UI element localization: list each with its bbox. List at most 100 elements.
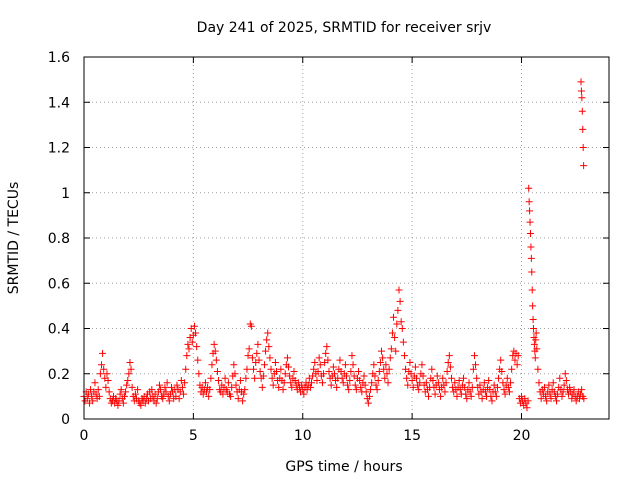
data-point	[275, 383, 283, 391]
y-tick-label: 0.4	[48, 322, 70, 338]
y-tick-label: 0.8	[48, 231, 70, 247]
data-point	[194, 356, 202, 364]
data-point	[128, 383, 136, 391]
data-point	[185, 345, 193, 353]
data-point	[91, 379, 99, 387]
data-point	[501, 390, 509, 398]
data-point	[505, 388, 513, 396]
data-point	[271, 358, 279, 366]
data-point	[245, 345, 253, 353]
data-point	[444, 358, 452, 366]
data-point	[175, 395, 183, 403]
data-point	[578, 94, 586, 102]
data-point	[408, 377, 416, 385]
data-point	[480, 379, 488, 387]
data-point	[250, 365, 258, 373]
data-point	[347, 367, 355, 375]
data-point	[397, 318, 405, 326]
data-point	[415, 386, 423, 394]
data-point	[527, 243, 535, 251]
data-point	[368, 379, 376, 387]
data-point	[375, 367, 383, 375]
data-point	[330, 370, 338, 378]
data-point	[183, 352, 191, 360]
data-point	[114, 401, 122, 409]
data-point	[281, 370, 289, 378]
data-point	[152, 399, 160, 407]
data-point	[534, 365, 542, 373]
data-point	[327, 381, 335, 389]
data-point	[240, 390, 248, 398]
data-point	[211, 347, 219, 355]
data-point	[310, 365, 318, 373]
data-point	[262, 347, 270, 355]
data-point	[352, 386, 360, 394]
data-point	[365, 392, 373, 400]
data-point	[413, 374, 420, 382]
tick-labels: 0 5 10 15 20 0 0.2 0.4 0.6 0.8 1 1.2 1.4 1.6	[48, 50, 531, 444]
data-point	[577, 78, 585, 86]
data-point	[429, 377, 437, 385]
data-point	[162, 388, 170, 396]
data-point	[131, 390, 139, 398]
data-point	[532, 329, 540, 337]
data-point	[253, 349, 261, 357]
data-point	[300, 390, 308, 398]
data-point	[453, 392, 461, 400]
y-axis-label: SRMTID / TECUs	[6, 182, 22, 295]
data-point	[231, 370, 239, 378]
data-point	[428, 365, 436, 373]
data-point	[89, 397, 97, 405]
data-point	[267, 365, 275, 373]
data-point	[173, 381, 181, 389]
data-point	[344, 381, 352, 389]
x-tick-label: 0	[80, 428, 89, 444]
y-tick-label: 1	[61, 186, 70, 202]
data-point	[256, 367, 264, 375]
data-point	[318, 379, 326, 387]
data-point	[315, 354, 323, 362]
data-point	[526, 218, 534, 226]
y-tick-label: 1.6	[48, 50, 70, 66]
data-point	[279, 386, 287, 394]
data-point	[134, 386, 142, 394]
data-point	[381, 374, 389, 382]
data-point	[269, 381, 277, 389]
data-point	[411, 363, 419, 371]
data-point	[530, 340, 538, 348]
x-axis-label: GPS time / hours	[285, 459, 402, 475]
x-tick-label: 10	[294, 428, 312, 444]
data-point	[103, 370, 111, 378]
data-point	[527, 254, 535, 262]
data-point	[545, 381, 553, 389]
data-point	[343, 372, 350, 380]
data-point	[122, 388, 130, 396]
data-point	[314, 367, 322, 375]
data-point	[232, 381, 240, 389]
data-point	[478, 395, 486, 403]
data-point	[104, 377, 112, 385]
data-point	[212, 356, 220, 364]
data-point	[437, 392, 445, 400]
data-point	[288, 383, 296, 391]
data-point	[155, 381, 163, 389]
data-point	[345, 386, 353, 394]
data-point	[422, 379, 430, 387]
data-point	[192, 329, 200, 337]
data-point	[448, 374, 455, 382]
data-point	[277, 365, 285, 373]
data-point	[346, 377, 354, 385]
data-point	[360, 372, 368, 380]
data-point	[396, 297, 404, 305]
y-tick-label: 0	[61, 412, 70, 428]
y-tick-label: 0.2	[48, 367, 70, 383]
data-point	[98, 361, 105, 369]
data-point	[514, 352, 522, 360]
data-point	[390, 313, 398, 321]
data-point	[504, 383, 512, 391]
data-point	[404, 381, 412, 389]
data-point	[260, 361, 268, 369]
data-point	[395, 286, 403, 294]
data-point	[524, 397, 532, 405]
data-point	[553, 397, 560, 405]
